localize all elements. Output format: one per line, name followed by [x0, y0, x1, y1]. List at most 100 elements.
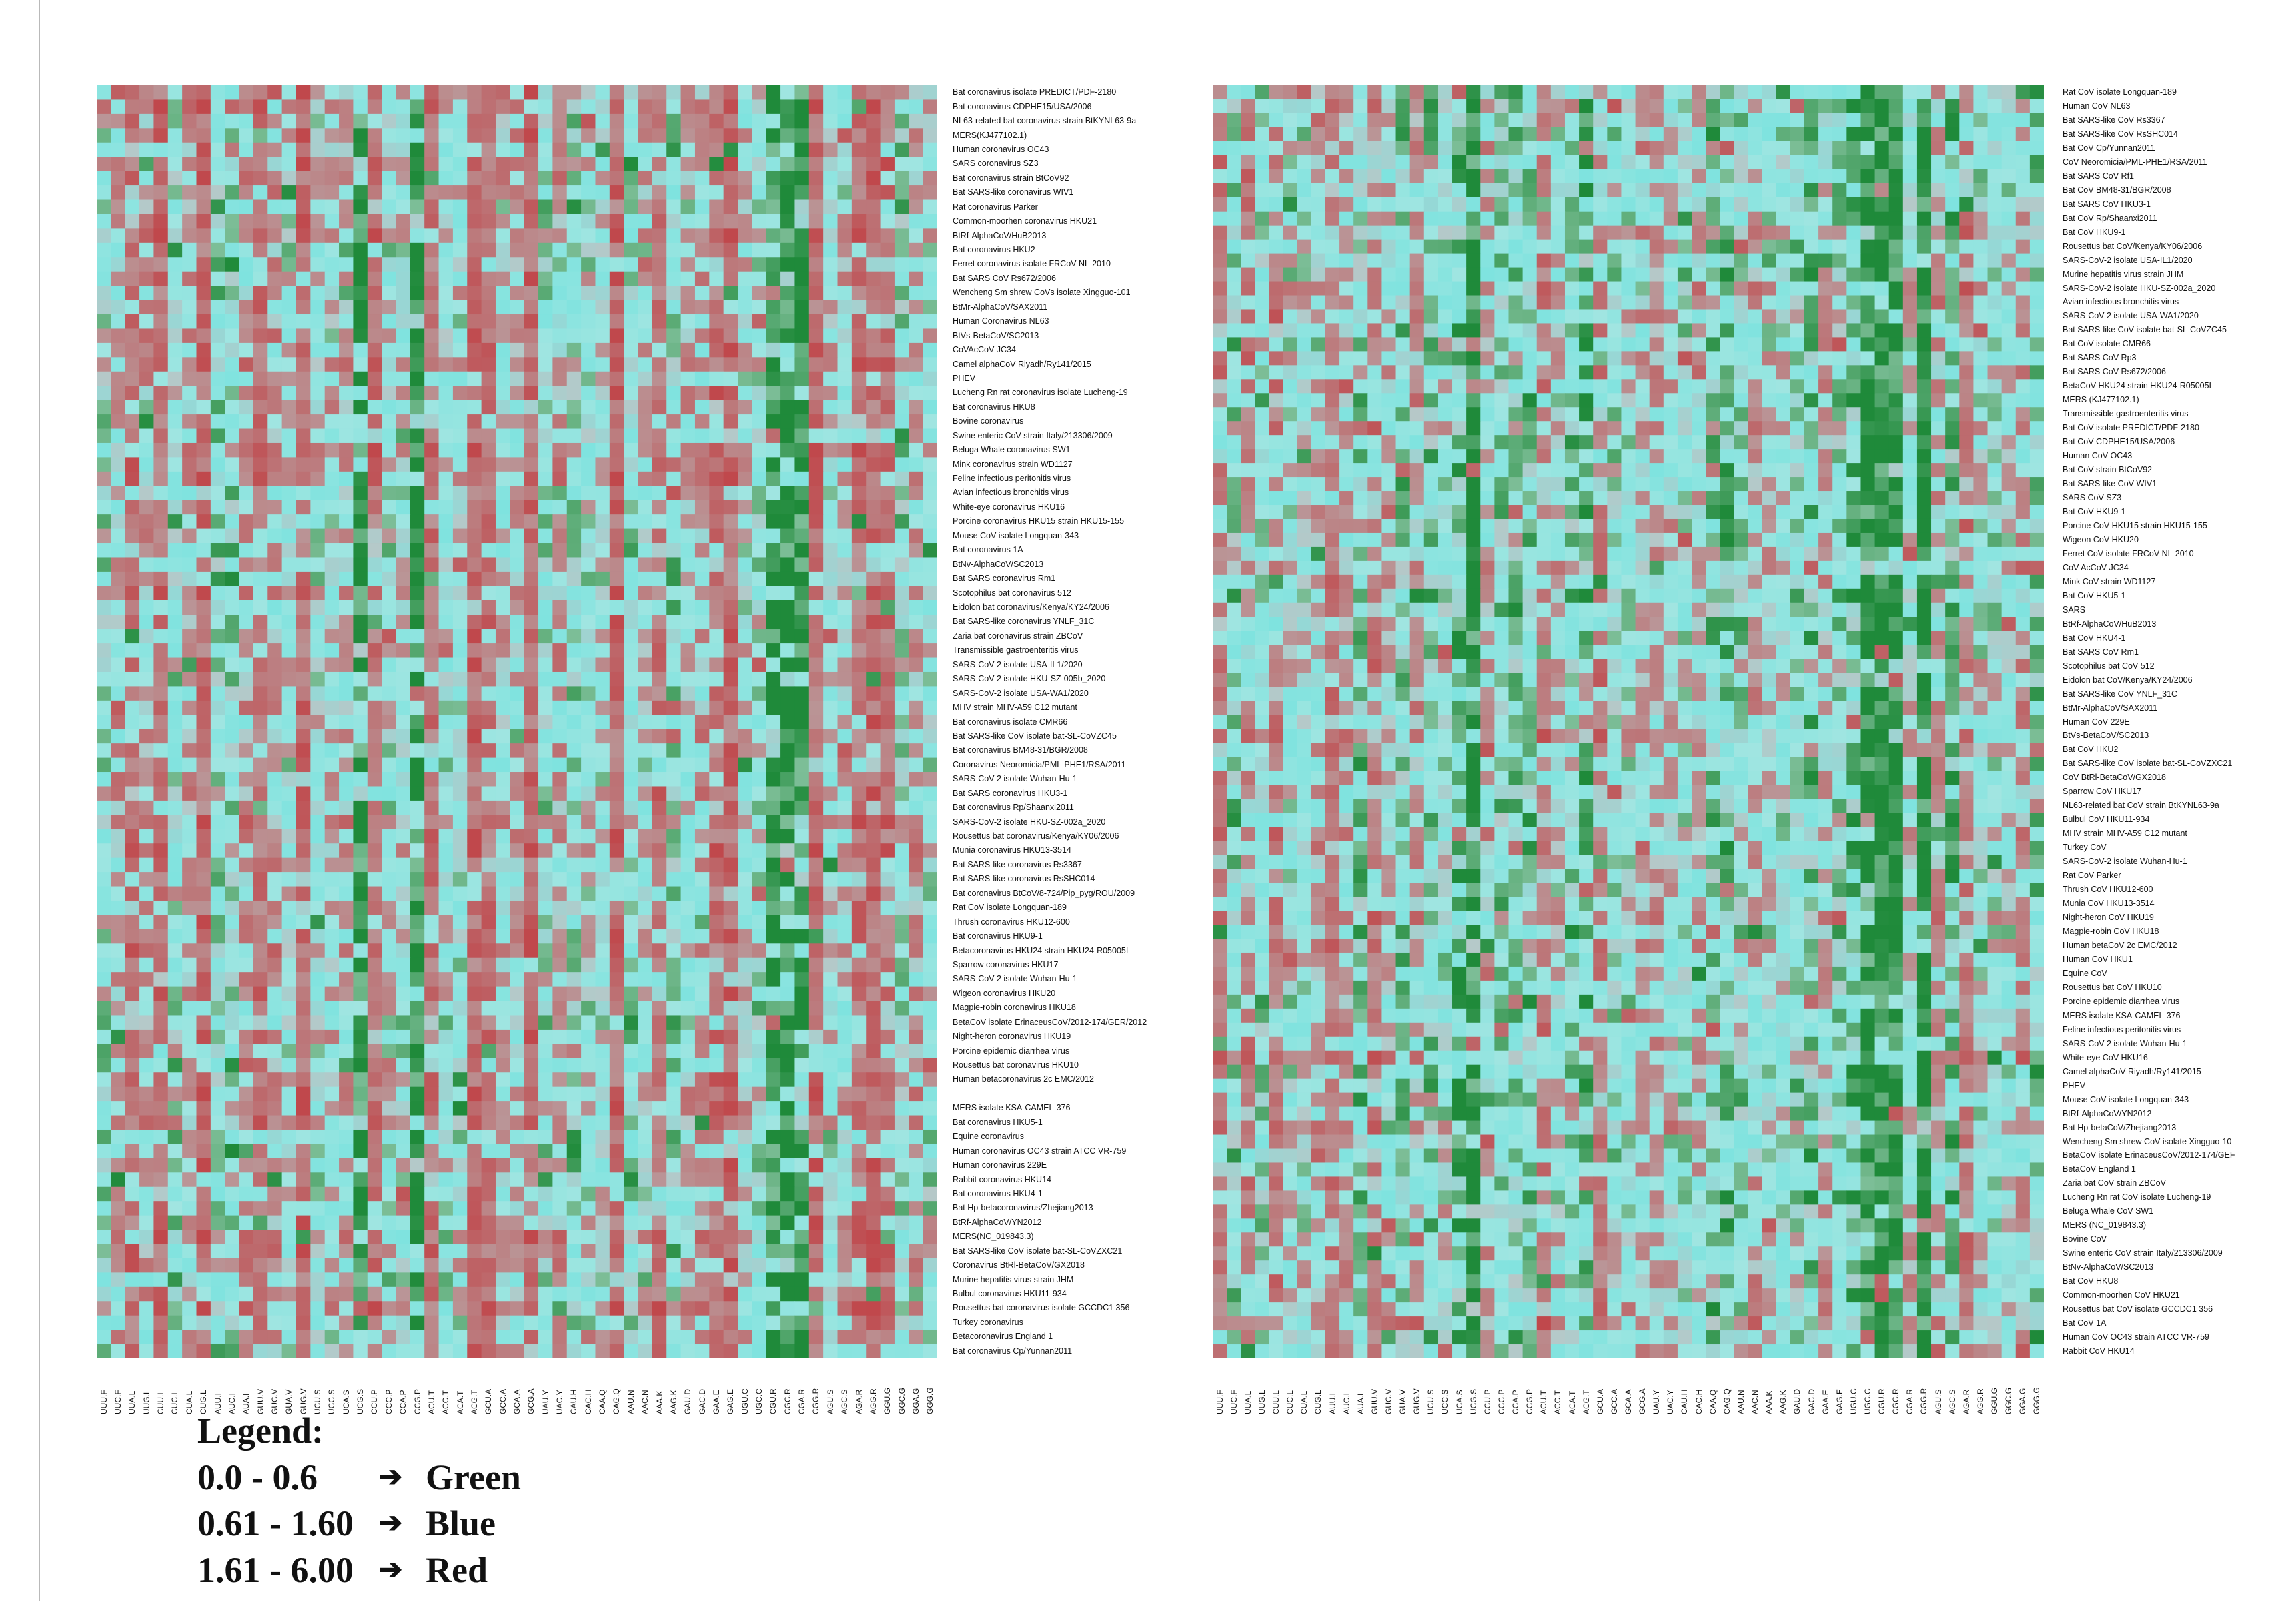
heatmap-cell	[310, 1158, 326, 1173]
heatmap-cell	[97, 113, 111, 129]
heatmap-cell	[210, 257, 225, 272]
heatmap-cell	[752, 800, 767, 815]
heatmap-cell	[808, 886, 824, 901]
heatmap-cell	[595, 786, 610, 801]
heatmap-cell	[510, 1072, 525, 1088]
heatmap-cell	[595, 543, 610, 558]
heatmap-cell	[410, 257, 425, 272]
heatmap-cell	[823, 1015, 838, 1030]
heatmap-cell	[851, 257, 867, 272]
heatmap-cell	[410, 486, 425, 501]
heatmap-cell	[694, 342, 710, 358]
heatmap-cell	[382, 815, 397, 830]
heatmap-cell	[880, 557, 895, 572]
heatmap-cell	[153, 986, 169, 1001]
heatmap-cell	[310, 300, 326, 315]
heatmap-cell	[823, 943, 838, 959]
heatmap-cell	[239, 1072, 254, 1088]
heatmap-cell	[624, 929, 639, 944]
heatmap-cell	[723, 171, 738, 186]
heatmap-cell	[182, 457, 197, 472]
heatmap-cell	[281, 1215, 297, 1230]
heatmap-cell	[310, 157, 326, 172]
heatmap-cell	[880, 857, 895, 873]
heatmap-cell	[167, 629, 183, 644]
heatmap-cell	[324, 1058, 340, 1073]
heatmap-cell	[709, 1272, 724, 1288]
heatmap-cell	[267, 486, 283, 501]
heatmap-cell	[111, 686, 126, 701]
heatmap-cell	[210, 1230, 225, 1245]
heatmap-cell	[652, 1186, 667, 1202]
heatmap-cell	[766, 113, 781, 129]
heatmap-cell	[823, 772, 838, 787]
heatmap-cell	[837, 1072, 852, 1088]
heatmap-cell	[97, 486, 111, 501]
heatmap-cell	[909, 514, 924, 530]
heatmap-cell	[210, 615, 225, 630]
heatmap-cell	[353, 700, 368, 715]
heatmap-cell	[880, 271, 895, 286]
heatmap-cell	[296, 214, 311, 229]
heatmap-cell	[880, 457, 895, 472]
heatmap-cell	[524, 772, 539, 787]
heatmap-left	[97, 85, 937, 1358]
heatmap-cell	[566, 1129, 582, 1145]
heatmap-cell	[909, 1029, 924, 1044]
heatmap-cell	[880, 743, 895, 759]
heatmap-cell	[909, 300, 924, 315]
heatmap-cell	[595, 1201, 610, 1216]
heatmap-cell	[339, 1201, 354, 1216]
heatmap-cell	[410, 386, 425, 401]
heatmap-cell	[638, 857, 653, 873]
heatmap-cell	[837, 242, 852, 258]
heatmap-cell	[524, 514, 539, 530]
heatmap-cell	[780, 1272, 796, 1288]
heatmap-cell	[823, 743, 838, 759]
heatmap-cell	[296, 514, 311, 530]
heatmap-cell	[851, 228, 867, 244]
heatmap-cell	[552, 843, 568, 859]
heatmap-cell	[709, 1129, 724, 1145]
heatmap-cell	[823, 500, 838, 515]
heatmap-cell	[97, 886, 111, 901]
heatmap-cell	[481, 772, 496, 787]
heatmap-cell	[410, 371, 425, 386]
heatmap-cell	[225, 386, 240, 401]
heatmap-cell	[638, 1101, 653, 1116]
heatmap-cell	[609, 457, 624, 472]
heatmap-cell	[624, 743, 639, 759]
heatmap-cell	[139, 199, 155, 215]
heatmap-cell	[452, 528, 468, 544]
heatmap-cell	[196, 1272, 211, 1288]
heatmap-cell	[452, 500, 468, 515]
heatmap-cell	[851, 1072, 867, 1088]
heatmap-cell	[538, 128, 553, 143]
heatmap-cell	[424, 1101, 440, 1116]
heatmap-cell	[766, 557, 781, 572]
heatmap-cell	[652, 400, 667, 415]
heatmap-cell	[851, 314, 867, 330]
heatmap-cell	[894, 1029, 909, 1044]
heatmap-cell	[382, 1129, 397, 1145]
heatmap-cell	[452, 829, 468, 844]
heatmap-cell	[367, 514, 382, 530]
heatmap-cell	[339, 543, 354, 558]
heatmap-cell	[624, 1158, 639, 1173]
heatmap-cell	[752, 342, 767, 358]
heatmap-cell	[424, 1172, 440, 1188]
heatmap-cell	[709, 643, 724, 659]
heatmap-cell	[538, 957, 553, 973]
heatmap-cell	[866, 442, 881, 458]
heatmap-cell	[225, 1044, 240, 1059]
heatmap-cell	[510, 600, 525, 615]
heatmap-cell	[467, 242, 482, 258]
heatmap-cell	[339, 843, 354, 859]
heatmap-cell	[780, 1044, 796, 1059]
heatmap-cell	[125, 643, 140, 659]
heatmap-cell	[410, 543, 425, 558]
heatmap-cell	[253, 1158, 268, 1173]
heatmap-cell	[438, 371, 454, 386]
heatmap-cell	[452, 1101, 468, 1116]
heatmap-cell	[851, 386, 867, 401]
